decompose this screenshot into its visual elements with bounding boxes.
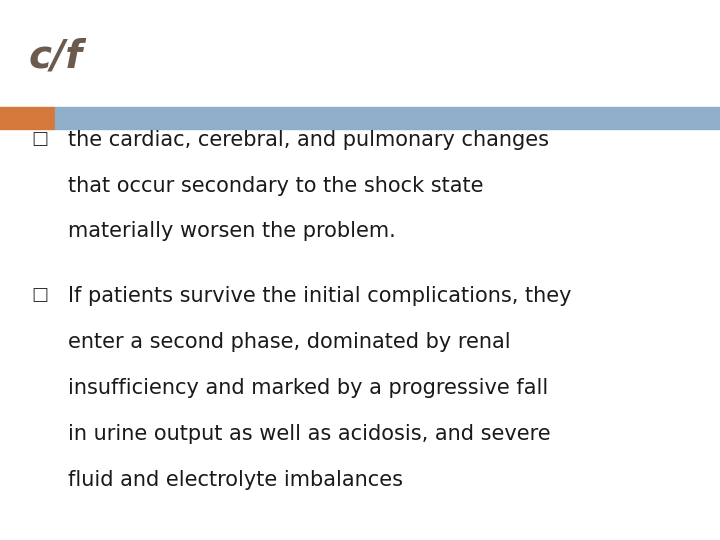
Text: If patients survive the initial complications, they: If patients survive the initial complica… — [68, 286, 572, 306]
Text: fluid and electrolyte imbalances: fluid and electrolyte imbalances — [68, 470, 403, 490]
Text: enter a second phase, dominated by renal: enter a second phase, dominated by renal — [68, 332, 511, 352]
Text: □: □ — [31, 286, 48, 304]
Text: materially worsen the problem.: materially worsen the problem. — [68, 221, 396, 241]
Text: in urine output as well as acidosis, and severe: in urine output as well as acidosis, and… — [68, 424, 551, 444]
Text: □: □ — [31, 130, 48, 147]
Bar — [55, 107, 720, 129]
Text: that occur secondary to the shock state: that occur secondary to the shock state — [68, 176, 484, 195]
Text: c/f: c/f — [29, 38, 83, 76]
Text: insufficiency and marked by a progressive fall: insufficiency and marked by a progressiv… — [68, 378, 549, 398]
Bar — [0, 107, 55, 129]
Text: the cardiac, cerebral, and pulmonary changes: the cardiac, cerebral, and pulmonary cha… — [68, 130, 549, 150]
